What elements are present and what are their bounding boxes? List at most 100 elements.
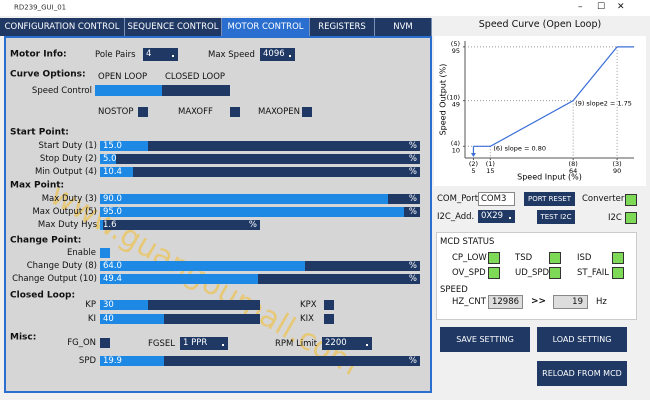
button[interactable]: RELOAD FROM MCD [537,361,627,386]
checkbox[interactable] [230,107,240,117]
slider-label: KP [85,299,96,310]
slider[interactable]: 40 [100,314,260,324]
slider-label: Change Output (10) [12,273,97,284]
slider[interactable]: 5.0% [100,154,420,164]
checkbox[interactable] [324,300,334,310]
checkbox[interactable] [302,107,312,117]
heading: Change Point: [10,235,82,246]
slider-unit: % [408,167,417,177]
slider-value: 19.9 [103,356,122,366]
slider-label: Min Output (4) [34,166,97,177]
label: FG_ON [67,337,96,348]
label: COM_Port [437,193,479,204]
slider-fill [100,220,103,230]
slider-label: SPD [78,355,96,366]
slider-fill [100,167,134,177]
slider[interactable]: 30 [100,300,260,310]
heading: SPEED [440,284,468,295]
slider-unit: % [408,207,417,217]
mode-switch-open[interactable] [95,85,162,96]
flag-label: CP_LOW [452,252,487,263]
slider-value: 1.6 [103,220,117,230]
slider-label: Start Duty (1) [38,140,97,151]
dropdown[interactable]: 1 PPR [180,337,228,350]
maximize-icon[interactable]: ☐ [597,2,606,12]
minimize-icon[interactable]: – [578,2,583,12]
label: RPM Limit [275,338,318,349]
slider-fill [100,261,305,271]
status-led [549,267,561,279]
mcd-status-box [436,232,637,320]
tab[interactable]: NVM [375,18,432,36]
checkbox-label: MAXOPEN [258,106,300,117]
slider-value: 5.0 [103,154,117,164]
slider-unit: % [408,154,417,164]
slider-fill [100,314,164,324]
status-led [612,267,624,279]
input[interactable]: COM3 [478,192,515,206]
status-led [549,252,561,264]
dropdown[interactable]: 4 [143,48,178,61]
tab[interactable]: MOTOR CONTROL [222,18,310,36]
slider-unit: % [408,194,417,204]
button[interactable]: PORT RESET [524,192,575,206]
button[interactable]: TEST I2C [537,210,575,224]
slider[interactable]: 64.0% [100,261,420,271]
slider-unit: % [408,141,417,151]
checkbox[interactable] [100,248,110,258]
checkbox-label: NOSTOP [98,106,134,117]
checkbox[interactable] [100,338,110,348]
label: I2C [608,212,622,223]
slider-value: 49.4 [103,274,122,284]
tab[interactable]: REGISTERS [310,18,375,36]
chart-panel [434,36,646,186]
checkbox[interactable] [138,107,148,117]
slider-fill [100,274,259,284]
slider[interactable]: 15.0% [100,141,420,151]
slider-label: Max Output (5) [32,206,97,217]
slider-fill [100,194,388,204]
dropdown[interactable]: 4096 [260,48,295,61]
slider[interactable]: 95.0% [100,207,420,217]
flag-label: OV_SPD [452,267,486,278]
close-icon[interactable]: ✕ [617,2,625,12]
tab[interactable]: CONFIGURATION CONTROL [0,18,125,36]
tab[interactable]: SEQUENCE CONTROL [125,18,222,36]
flag-label: ST_FAIL [577,267,610,278]
readout: 19 [553,295,588,309]
slider-fill [100,300,148,310]
slider-fill [100,356,164,366]
slider-value: 95.0 [103,207,122,217]
label: Converter [582,193,625,204]
slider[interactable]: 19.9% [100,356,420,366]
label: Pole Pairs [95,49,136,60]
label: OPEN LOOP [98,71,148,82]
slider-fill [100,154,116,164]
slider-unit: % [248,220,257,230]
slider-value: 64.0 [103,261,122,271]
slider[interactable]: 10.4% [100,167,420,177]
slider[interactable]: 49.4% [100,274,420,284]
status-led [625,212,637,224]
checkbox[interactable] [324,314,334,324]
label: HZ_CNT [452,296,486,307]
heading: MCD STATUS [440,236,495,247]
label: I2C_Add. [437,211,475,222]
dropdown[interactable]: 0X29 [478,210,515,223]
checkbox-label: KPX [300,299,317,310]
flag-label: ISD [577,252,592,263]
button[interactable]: SAVE SETTING [440,327,530,352]
slider-label: Max Duty Hys [37,219,97,230]
heading: Misc: [10,332,37,343]
slider-value: 15.0 [103,141,122,151]
slider[interactable]: 1.6% [100,220,260,230]
slider[interactable]: 90.0% [100,194,420,204]
dropdown[interactable]: 2200 [322,337,372,350]
mode-switch-closed[interactable] [162,85,230,96]
label: >> [531,296,547,307]
heading: Start Point: [10,127,69,138]
label: Max Speed [208,49,255,60]
heading: Curve Options: [10,69,86,80]
button[interactable]: LOAD SETTING [537,327,627,352]
